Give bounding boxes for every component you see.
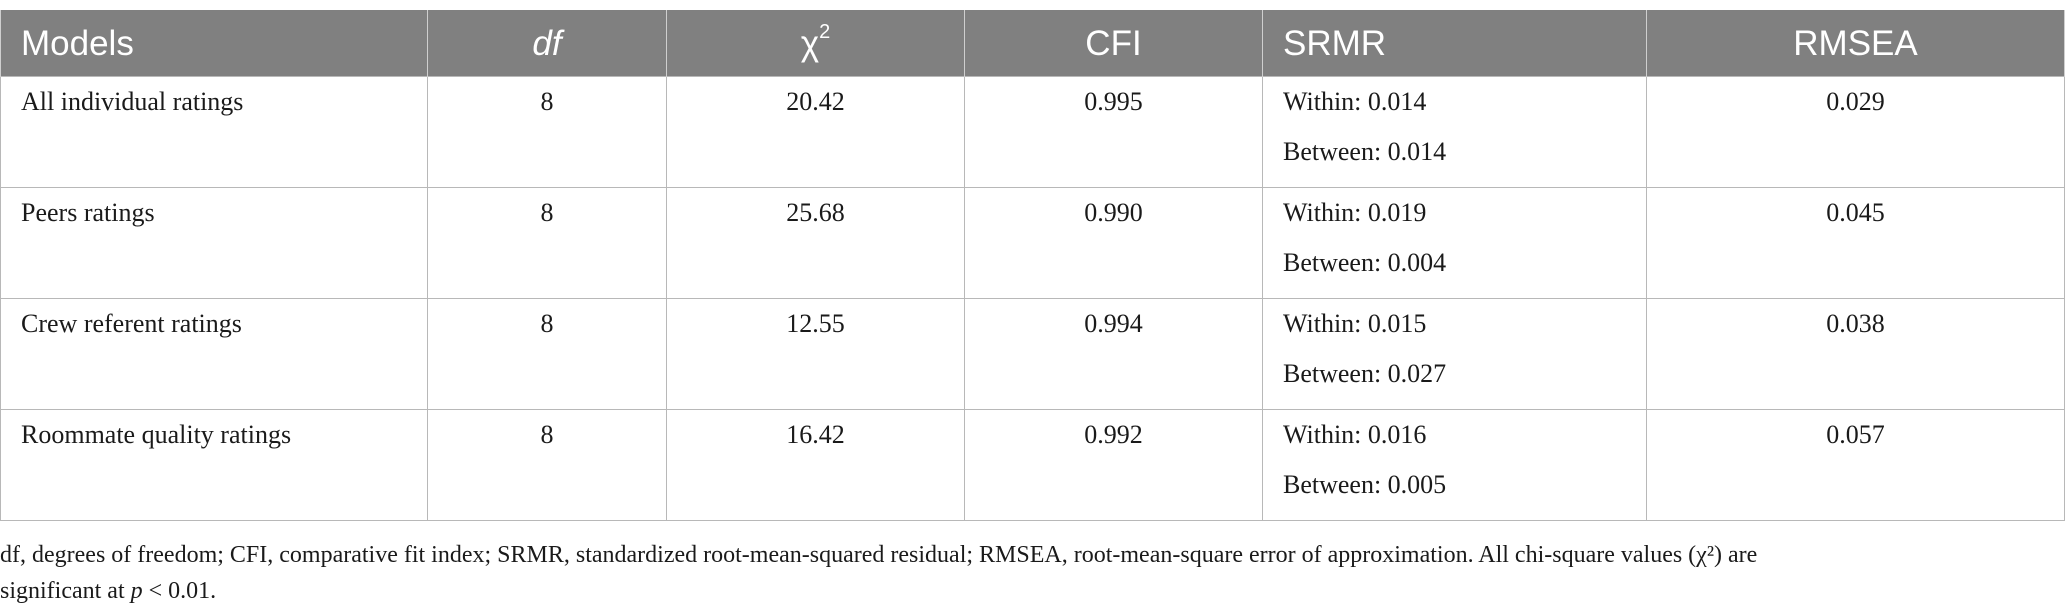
cell-chi-square: 12.55 (666, 298, 965, 410)
cell-model: Roommate quality ratings (0, 409, 428, 521)
cell-model: Peers ratings (0, 187, 428, 299)
header-row: Models df χ2 CFI SRMR RMSEA (0, 10, 2065, 77)
cell-df: 8 (427, 409, 667, 521)
cell-chi-square: 25.68 (666, 187, 965, 299)
srmr-within: Within: 0.016 (1283, 420, 1427, 449)
cell-cfi: 0.995 (964, 76, 1263, 188)
srmr-within: Within: 0.019 (1283, 198, 1427, 227)
srmr-within: Within: 0.014 (1283, 87, 1427, 116)
cell-srmr: Within: 0.016 Between: 0.005 (1262, 409, 1647, 521)
header-df: df (427, 10, 667, 77)
footnote-line-1: df, degrees of freedom; CFI, comparative… (0, 542, 1758, 568)
header-models: Models (0, 10, 428, 77)
cell-df: 8 (427, 298, 667, 410)
cell-model: All individual ratings (0, 76, 428, 188)
header-cfi: CFI (964, 10, 1263, 77)
header-df-label: df (532, 23, 562, 63)
srmr-between: Between: 0.005 (1283, 470, 1447, 499)
cell-rmsea: 0.029 (1646, 76, 2065, 188)
table-footnote: df, degrees of freedom; CFI, comparative… (0, 537, 2050, 609)
header-chi-square: χ2 (666, 10, 965, 77)
cell-df: 8 (427, 76, 667, 188)
header-chi-superscript: 2 (819, 20, 831, 43)
cell-srmr: Within: 0.015 Between: 0.027 (1262, 298, 1647, 410)
cell-rmsea: 0.045 (1646, 187, 2065, 299)
cell-cfi: 0.994 (964, 298, 1263, 410)
srmr-between: Between: 0.014 (1283, 137, 1447, 166)
cell-rmsea: 0.038 (1646, 298, 2065, 410)
cell-srmr: Within: 0.014 Between: 0.014 (1262, 76, 1647, 188)
table-row: Roommate quality ratings 8 16.42 0.992 W… (0, 409, 2065, 521)
header-chi-symbol: χ (800, 23, 820, 63)
table-wrapper: Models df χ2 CFI SRMR RMSEA All individu… (0, 10, 2067, 521)
cell-chi-square: 16.42 (666, 409, 965, 521)
table-row: Crew referent ratings 8 12.55 0.994 With… (0, 298, 2065, 410)
srmr-between: Between: 0.027 (1283, 359, 1447, 388)
table-row: Peers ratings 8 25.68 0.990 Within: 0.01… (0, 187, 2065, 299)
cell-model: Crew referent ratings (0, 298, 428, 410)
cell-srmr: Within: 0.019 Between: 0.004 (1262, 187, 1647, 299)
cell-cfi: 0.992 (964, 409, 1263, 521)
footnote-threshold: < 0.01. (142, 578, 217, 604)
cell-rmsea: 0.057 (1646, 409, 2065, 521)
header-srmr: SRMR (1262, 10, 1647, 77)
srmr-between: Between: 0.004 (1283, 248, 1447, 277)
model-fit-table: Models df χ2 CFI SRMR RMSEA All individu… (0, 10, 2065, 521)
cell-chi-square: 20.42 (666, 76, 965, 188)
table-row: All individual ratings 8 20.42 0.995 Wit… (0, 76, 2065, 188)
cell-cfi: 0.990 (964, 187, 1263, 299)
header-rmsea: RMSEA (1646, 10, 2065, 77)
footnote-prefix: significant at (0, 578, 131, 604)
footnote-p-symbol: p (130, 578, 143, 604)
footnote-line-2: significant at p < 0.01. (0, 573, 2050, 609)
cell-df: 8 (427, 187, 667, 299)
srmr-within: Within: 0.015 (1283, 309, 1427, 338)
